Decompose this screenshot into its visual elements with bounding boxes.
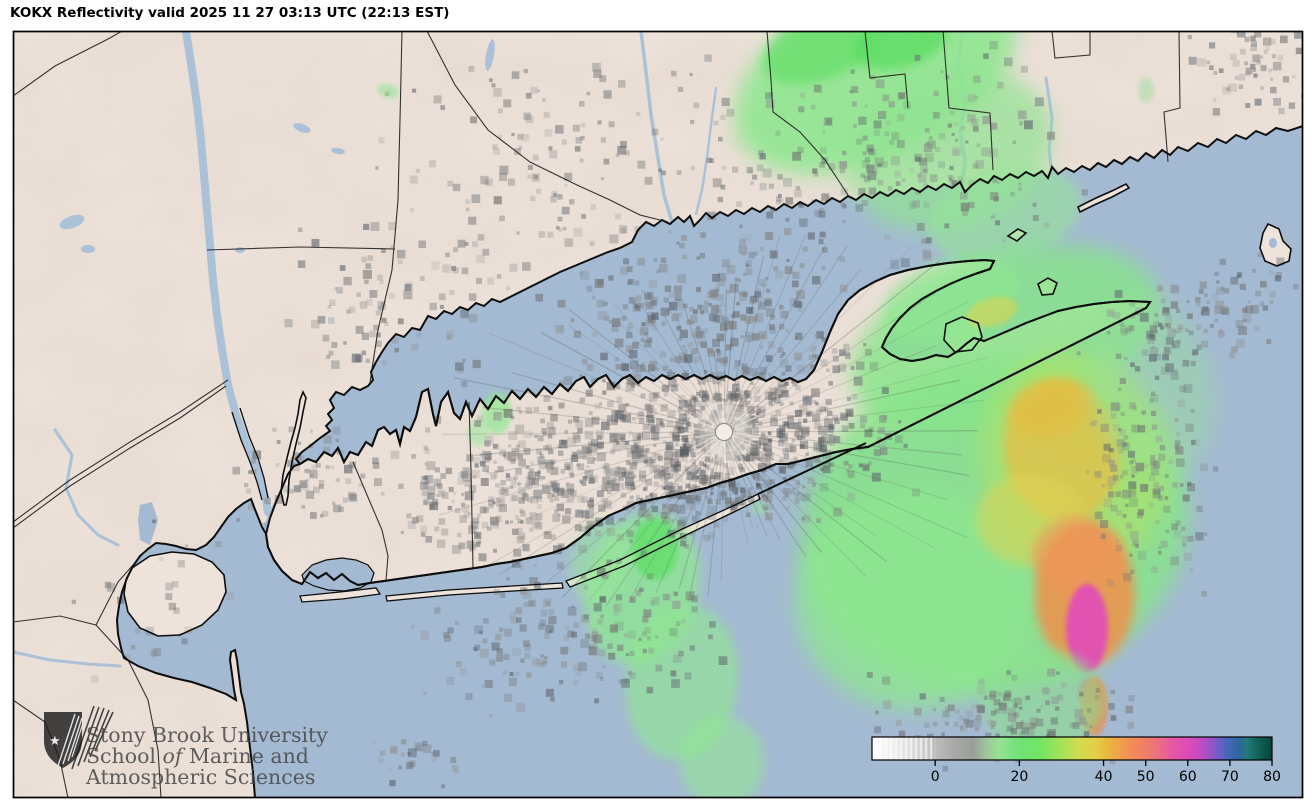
colorbar-tick-label: 40: [1095, 769, 1113, 785]
echo-blob: [468, 419, 488, 447]
echo-blob: [966, 296, 1018, 328]
echo-blob: [853, 31, 947, 71]
echo-blob: [377, 83, 399, 99]
radar-spokes: [438, 233, 989, 608]
echo-blob: [632, 518, 678, 580]
hudson-river: [182, 31, 272, 516]
echo-blob: [1066, 584, 1108, 672]
south-fork-barrier-line: [757, 442, 867, 495]
shield-rays-icon: [57, 713, 82, 767]
jamaica-bay: [302, 558, 374, 591]
logo-line2-school: School: [86, 744, 156, 768]
map-content: [13, 31, 1303, 798]
colorbar-tick-label: 60: [1179, 769, 1197, 785]
colorbar: 0 20 40 50 60 70 80: [871, 736, 1281, 785]
echo-blob: [1138, 77, 1154, 103]
lake: [235, 247, 245, 253]
echo-blob: [762, 31, 878, 85]
map-layers: [13, 31, 1303, 798]
lake: [331, 147, 345, 155]
colorbar-stripes: [872, 737, 936, 760]
logo-line2-marine: Marine and: [189, 744, 309, 768]
colorbar-tick-label: 20: [1010, 769, 1028, 785]
block-island-pond: [1269, 238, 1277, 248]
rockaway-barrier: [300, 588, 380, 602]
staten-island: [124, 552, 226, 636]
echo-blob: [980, 648, 1104, 752]
map-border: [12, 30, 1304, 799]
river: [53, 428, 120, 547]
echo-blob: [795, 490, 1035, 710]
river: [694, 86, 718, 216]
fishers-island: [1078, 184, 1129, 212]
lake: [81, 245, 95, 253]
county-boundaries: [13, 31, 1181, 798]
stony-brook-logo: ★ Stony Brook University School of Marin…: [44, 705, 328, 789]
shield-star-icon: ★: [49, 734, 61, 749]
logo-line3: Atmospheric Sciences: [85, 765, 315, 789]
colorbar-tick-label: 0: [931, 769, 940, 785]
lake: [59, 214, 85, 230]
colorbar-gradient-bar: [872, 737, 1272, 760]
logo-line2: School of Marine and: [86, 744, 309, 768]
echo-blob: [569, 520, 631, 604]
echo-blob: [1008, 378, 1092, 438]
colorbar-tick-label: 80: [1263, 769, 1281, 785]
river: [639, 31, 674, 224]
logo-line1: Stony Brook University: [86, 723, 328, 747]
echo-blob: [1085, 291, 1215, 479]
river: [13, 650, 122, 668]
echo-blob: [680, 716, 764, 798]
lake: [485, 39, 495, 71]
colorbar-tick-label: 70: [1221, 769, 1239, 785]
logo-line2-of: of: [156, 744, 189, 768]
coastlines: [115, 124, 1303, 798]
figure-title: KOKX Reflectivity valid 2025 11 27 03:13…: [10, 5, 450, 21]
logo-rays-icon: [71, 705, 114, 770]
radar-site-marker: [715, 423, 733, 441]
colorbar-tick-label: 50: [1137, 769, 1155, 785]
reflectivity-echoes: [377, 31, 1215, 798]
lake: [293, 123, 311, 133]
newark-bay: [138, 502, 158, 545]
colorbar-layer: 0 20 40 50 60 70 80: [871, 736, 1281, 785]
